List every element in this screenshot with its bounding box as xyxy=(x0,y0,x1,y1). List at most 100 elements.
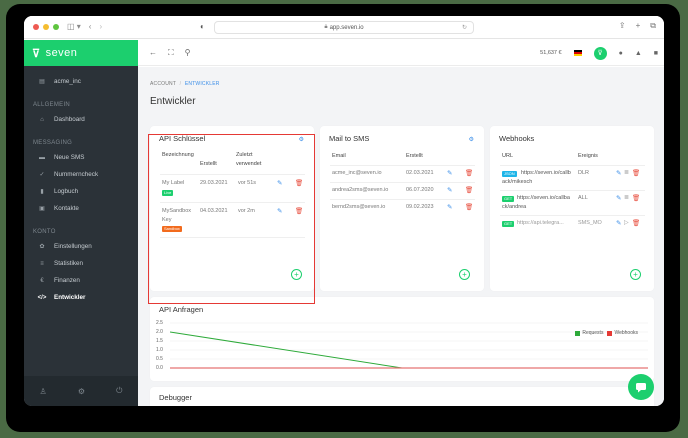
sidebar-item-nummerncheck[interactable]: ✓ Nummerncheck xyxy=(24,166,138,183)
webhook-url[interactable]: https://seven.io/callback/mikesch xyxy=(502,170,571,185)
maximize-window-button[interactable] xyxy=(53,24,59,30)
search-icon[interactable]: ⚲ xyxy=(184,48,191,57)
share-icon[interactable]: ⇪ xyxy=(618,21,626,30)
sidebar-item-label: Finanzen xyxy=(54,277,80,284)
divider xyxy=(160,237,305,238)
sidebar-item-dashboard[interactable]: ⌂ Dashboard xyxy=(24,111,138,128)
sidebar-item-kontakte[interactable]: ▣ Kontakte xyxy=(24,200,138,217)
contacts-icon: ▣ xyxy=(39,206,45,212)
reload-icon[interactable]: ↻ xyxy=(461,25,467,31)
y-tick: 1.5 xyxy=(156,338,163,344)
edit-icon[interactable]: ✎ xyxy=(277,180,283,187)
sidebar-item-statistiken[interactable]: ≡ Statistiken xyxy=(24,255,138,272)
live-chat-button[interactable] xyxy=(628,374,654,400)
help-icon[interactable]: ● xyxy=(618,49,623,57)
webhook-url[interactable]: https://api.telegra... xyxy=(517,220,564,226)
settings-gear-icon[interactable]: ⚙ xyxy=(298,137,304,143)
chart-legend: Requests Webhooks xyxy=(575,330,638,336)
sidebar-item-label: Nummerncheck xyxy=(54,171,99,178)
sidebar-item-logbuch[interactable]: ▮ Logbuch xyxy=(24,183,138,200)
log-list-icon[interactable]: ≣ xyxy=(624,170,630,176)
add-api-key-button[interactable]: + xyxy=(291,269,302,280)
account-balance[interactable]: 51,637 € xyxy=(540,50,562,56)
address-bar[interactable]: 🔒︎ app.seven.io ↻ xyxy=(214,21,474,34)
brand-name: seven xyxy=(45,47,78,59)
key-name: MySandboxKey xyxy=(162,208,192,223)
sidebar-item-label: Statistiken xyxy=(54,260,84,267)
chat-icon: ▬ xyxy=(39,154,45,161)
edit-icon[interactable]: ✎ xyxy=(447,170,453,177)
german-flag-icon[interactable] xyxy=(573,50,582,56)
add-webhook-button[interactable]: + xyxy=(630,269,641,280)
tab-overview-icon[interactable]: ⧉ xyxy=(650,21,656,30)
webhook-event: DLR xyxy=(578,170,590,176)
sidebar-item-label: Logbuch xyxy=(54,188,79,195)
divider xyxy=(500,190,645,191)
edit-icon[interactable]: ✎ xyxy=(447,204,453,211)
message-icon[interactable]: ■ xyxy=(653,49,658,57)
edit-icon[interactable]: ✎ xyxy=(277,208,283,215)
delete-icon[interactable]: 🗑︎ xyxy=(295,180,304,187)
legend-swatch-webhooks xyxy=(607,330,613,336)
webhook-url[interactable]: https://seven.io/callback/andrea xyxy=(502,195,570,210)
debugger-card: Debugger xyxy=(150,387,654,406)
delete-icon[interactable]: 🗑︎ xyxy=(295,208,304,215)
settings-gear-icon[interactable]: ⚙ xyxy=(468,137,474,143)
sidebar-item-entwickler[interactable]: </> Entwickler xyxy=(24,289,138,306)
legend-label[interactable]: Requests xyxy=(582,330,604,336)
card-title: Debugger xyxy=(159,393,192,402)
email-created: 02.03.2021 xyxy=(406,170,434,176)
breadcrumb-account[interactable]: ACCOUNT xyxy=(150,81,177,87)
email-created: 06.07.2020 xyxy=(406,187,434,193)
status-badge: Live xyxy=(162,190,174,196)
column-header: Email xyxy=(332,153,346,159)
privacy-shield-icon[interactable]: ◐ xyxy=(200,22,205,31)
delete-icon[interactable]: 🗑︎ xyxy=(465,170,474,177)
delete-icon[interactable]: 🗑︎ xyxy=(465,187,474,194)
gear-icon: ✿ xyxy=(39,244,45,250)
user-icon[interactable]: ♙ xyxy=(39,386,47,396)
new-tab-icon[interactable]: + xyxy=(635,21,641,30)
forward-icon[interactable]: › xyxy=(99,22,103,31)
account-switcher[interactable]: ▤ acme_inc xyxy=(24,73,138,90)
fullscreen-icon[interactable]: ⛶ xyxy=(168,47,174,57)
edit-icon[interactable]: ✎ xyxy=(447,187,453,194)
sidebar-item-finanzen[interactable]: € Finanzen xyxy=(24,272,138,289)
main-content: ACCOUNT / ENTWICKLER Entwickler API Schl… xyxy=(138,67,664,406)
breadcrumb: ACCOUNT / ENTWICKLER xyxy=(150,81,220,87)
legend-label[interactable]: Webhooks xyxy=(614,330,638,336)
add-mail-to-sms-button[interactable]: + xyxy=(459,269,470,280)
sidebar-toggle-icon[interactable]: ◫ ▾ xyxy=(67,22,81,31)
brand-logo[interactable]: ⊽ seven xyxy=(24,40,138,66)
back-icon[interactable]: ‹ xyxy=(88,22,92,31)
settings-icon[interactable]: ⚙ xyxy=(77,386,85,396)
edit-icon[interactable]: ✎ xyxy=(616,195,622,202)
account-name: acme_inc xyxy=(54,78,81,85)
requests-line xyxy=(170,331,403,369)
method-badge: GET xyxy=(502,196,515,202)
close-window-button[interactable] xyxy=(33,24,39,30)
power-icon[interactable]: ⏻ xyxy=(116,386,123,395)
arrow-back-icon[interactable]: ← xyxy=(149,48,157,57)
delete-icon[interactable]: 🗑︎ xyxy=(465,204,474,211)
divider xyxy=(500,215,645,216)
play-test-icon[interactable]: ▷ xyxy=(624,220,629,226)
sidebar: ⊽ seven ▤ acme_inc ALLGEMEIN ⌂ Dashboard… xyxy=(24,40,138,406)
delete-icon[interactable]: 🗑︎ xyxy=(632,195,641,202)
sidebar-item-label: Neue SMS xyxy=(54,154,85,161)
divider xyxy=(500,165,645,166)
delete-icon[interactable]: 🗑︎ xyxy=(632,220,641,227)
log-list-icon[interactable]: ≣ xyxy=(624,195,630,201)
avatar[interactable]: ⊽ xyxy=(593,46,607,60)
sidebar-item-einstellungen[interactable]: ✿ Einstellungen xyxy=(24,238,138,255)
sidebar-item-neue-sms[interactable]: ▬ Neue SMS xyxy=(24,149,138,166)
bell-icon[interactable]: ▲ xyxy=(634,49,642,57)
edit-icon[interactable]: ✎ xyxy=(616,170,622,177)
card-title: API Schlüssel xyxy=(159,134,206,143)
edit-icon[interactable]: ✎ xyxy=(616,220,622,227)
delete-icon[interactable]: 🗑︎ xyxy=(632,170,641,177)
column-header: Ereignis xyxy=(578,153,598,159)
method-badge: GET xyxy=(502,221,515,227)
minimize-window-button[interactable] xyxy=(43,24,49,30)
card-title: Webhooks xyxy=(499,134,535,143)
